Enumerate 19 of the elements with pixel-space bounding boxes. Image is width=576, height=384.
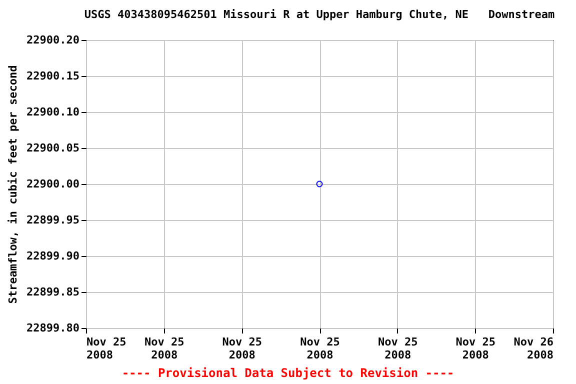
text: ---- Provisional Data Subject to Revision ---- — [120, 366, 456, 380]
x-tick-label: Nov 25 2008 — [144, 336, 184, 362]
x-tick-label: Nov 25 2008 — [86, 336, 126, 362]
x-tick-label: Nov 25 2008 — [456, 336, 496, 362]
y-tick-label: 22900.10 — [26, 106, 80, 118]
y-tick-label: 22899.85 — [26, 286, 80, 298]
y-tick-label: 22900.00 — [26, 178, 80, 190]
y-tick-label: 22899.80 — [26, 322, 80, 334]
x-tick-label: Nov 25 2008 — [378, 336, 418, 362]
x-tick-label: Nov 25 2008 — [222, 336, 262, 362]
y-tick-label: 22899.95 — [26, 214, 80, 226]
y-tick-label: 22900.05 — [26, 142, 80, 154]
chart-title: USGS 403438095462501 Missouri R at Upper Hamburg Chute, NE Downstream — [84, 8, 555, 21]
y-tick-label: 22900.15 — [26, 70, 80, 82]
y-tick-label: 22899.90 — [26, 250, 80, 262]
x-tick-label: Nov 25 2008 — [300, 336, 340, 362]
x-tick-label: Nov 26 2008 — [514, 336, 554, 362]
y-axis-title: Streamflow, in cubic feet per second — [6, 65, 20, 304]
y-tick-label: 22900.20 — [26, 34, 80, 46]
